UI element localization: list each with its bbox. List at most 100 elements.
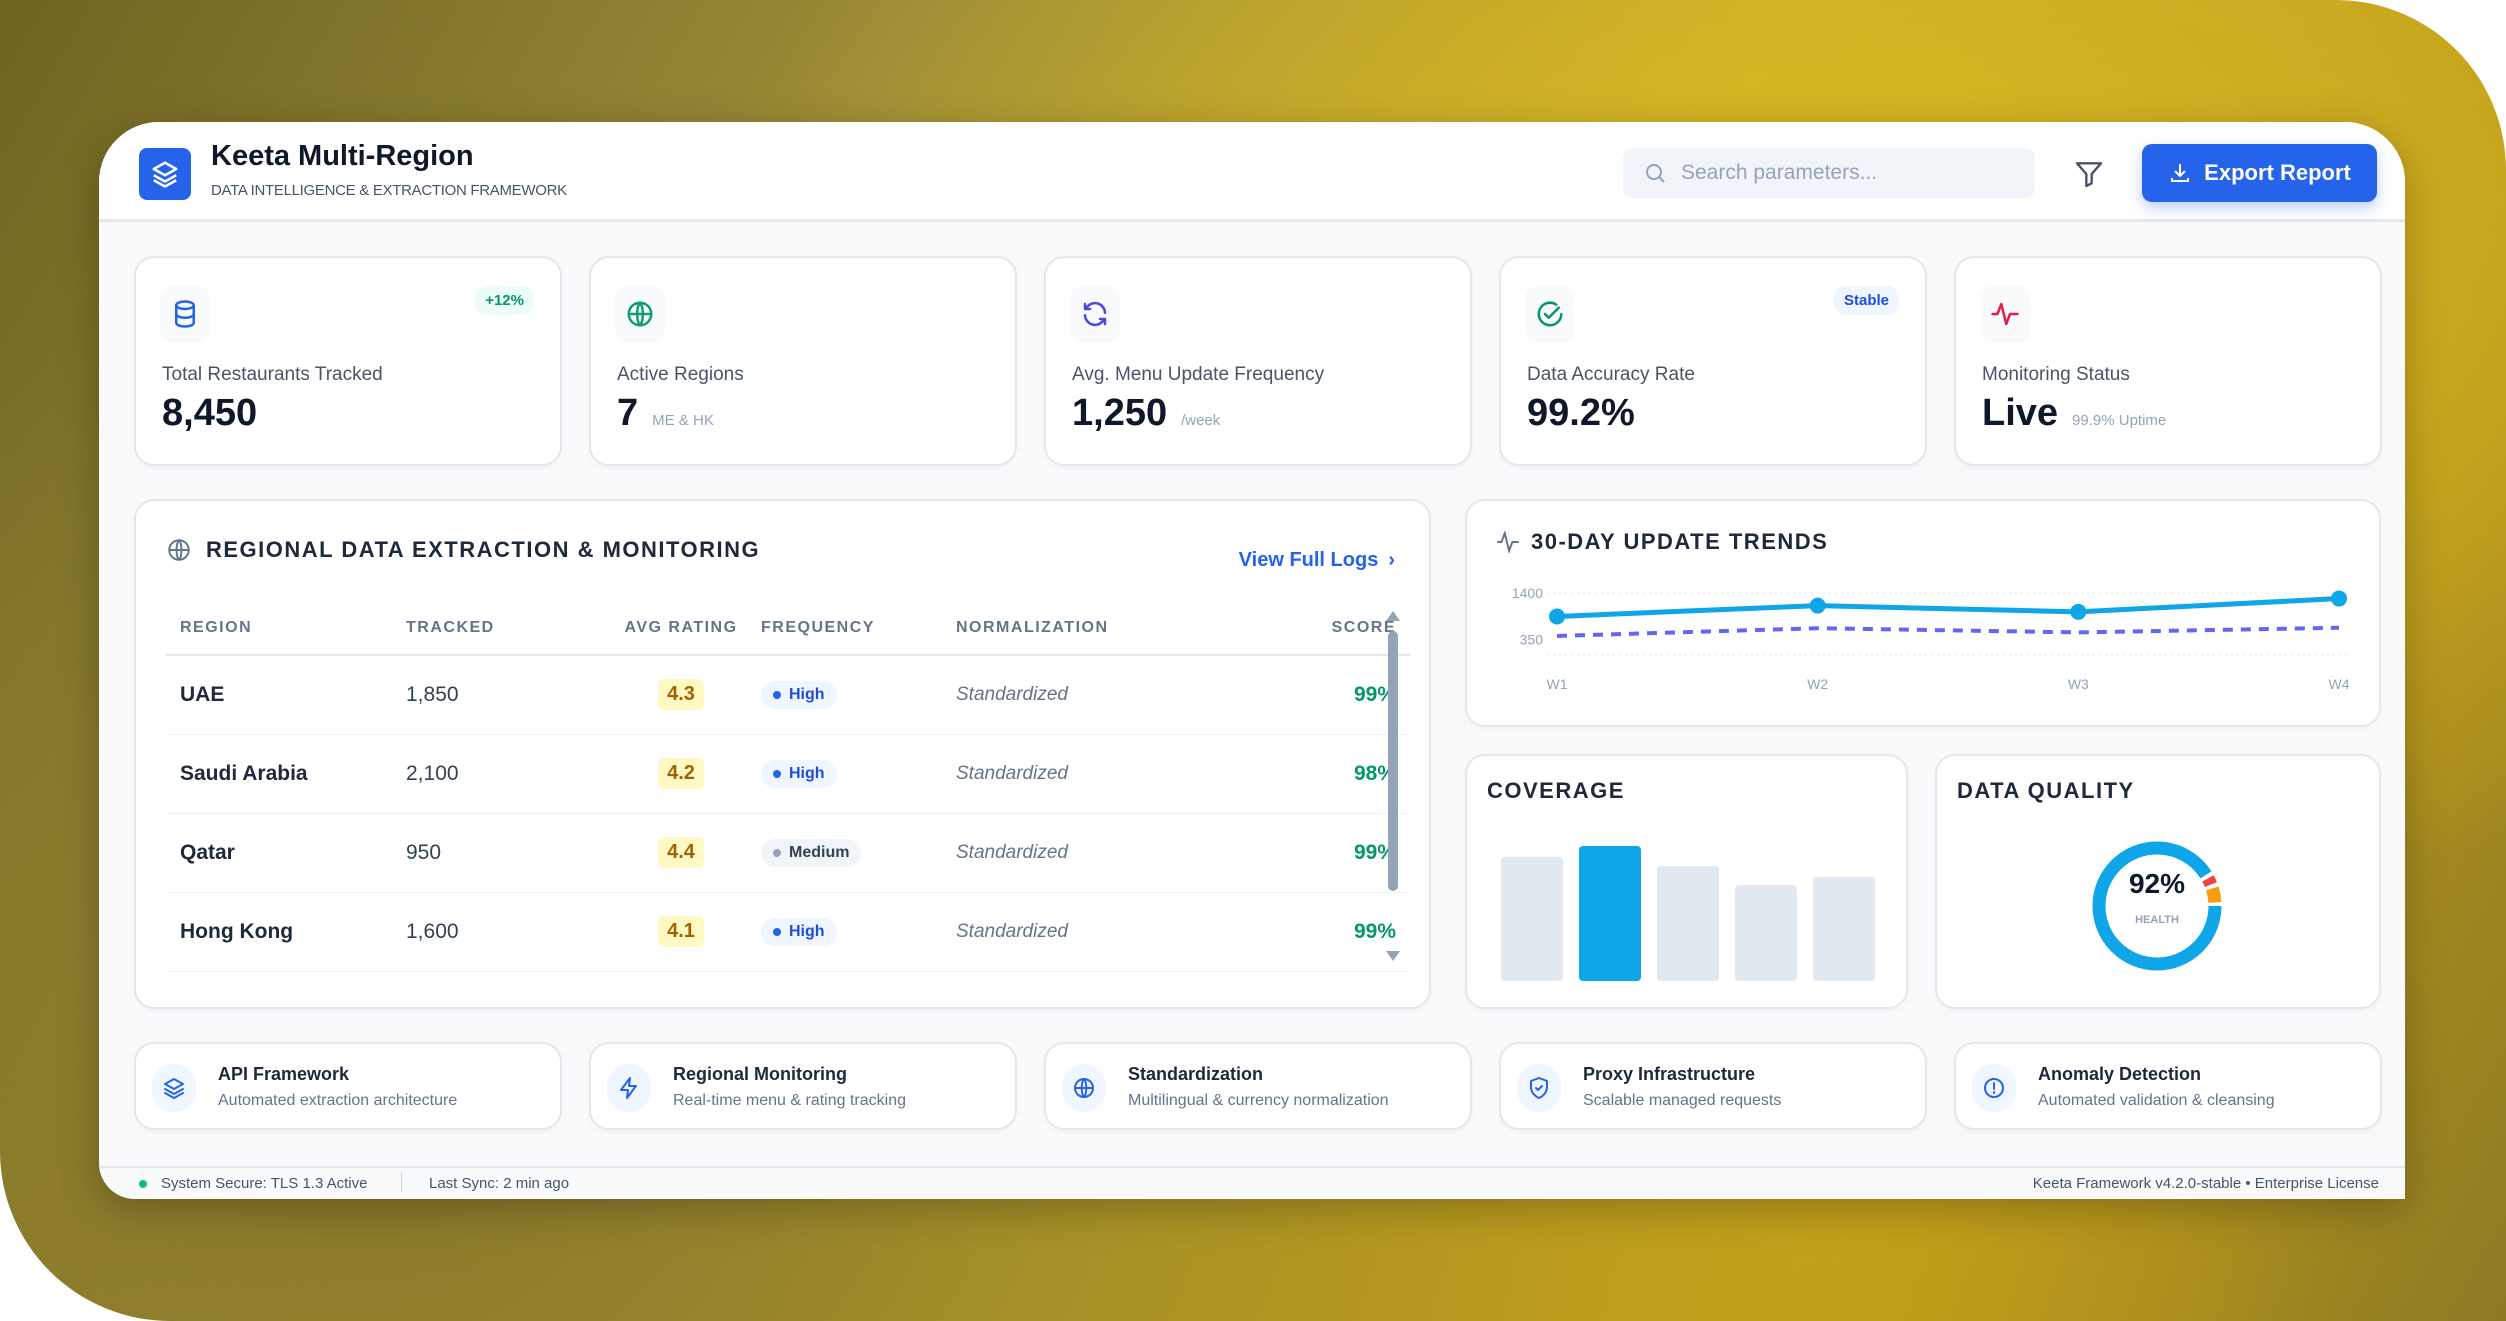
- quality-value: 92%: [2128, 868, 2186, 899]
- series-line: [1556, 596, 2340, 619]
- coverage-bar: [1579, 846, 1641, 981]
- data-point: [1549, 608, 1565, 625]
- x-tick-label: W1: [1547, 676, 1568, 692]
- table-row[interactable]: Qatar 950 4.4 Medium Standardized 99%: [166, 813, 1410, 893]
- footer-divider: [401, 1172, 402, 1192]
- stat-label: Avg. Menu Update Frequency: [1072, 364, 1325, 385]
- stat-value: 99.2%: [1527, 392, 1635, 434]
- feature-card[interactable]: Proxy Infrastructure Scalable managed re…: [1499, 1042, 1927, 1130]
- data-point: [2070, 603, 2087, 620]
- stat-icon-box: [1980, 286, 2030, 342]
- feature-title: Regional Monitoring: [673, 1064, 847, 1084]
- view-full-logs-link[interactable]: View Full Logs ›: [1239, 549, 1395, 572]
- trends-panel: 30-DAY UPDATE TRENDS 1400 350 W1 W2 W3 W4: [1465, 499, 2381, 727]
- stat-value: Live: [1982, 392, 2059, 434]
- coverage-bar: [1657, 866, 1719, 981]
- stat-unit: ME & HK: [652, 412, 714, 429]
- series-line: [1556, 625, 2340, 638]
- frequency-dot: [773, 769, 781, 778]
- table-row[interactable]: Saudi Arabia 2,100 4.2 High Standardized…: [166, 734, 1410, 814]
- stat-label: Active Regions: [617, 364, 744, 385]
- stat-card: Monitoring Status Live 99.9% Uptime: [1954, 256, 2382, 466]
- normalization-cell: Standardized: [956, 892, 1286, 972]
- database-icon: [175, 300, 195, 328]
- rating-badge: 4.1: [658, 916, 704, 947]
- rating-badge: 4.2: [658, 758, 704, 789]
- feature-card[interactable]: Standardization Multilingual & currency …: [1044, 1042, 1472, 1130]
- region-cell: Hong Kong: [166, 892, 406, 972]
- feature-card[interactable]: API Framework Automated extraction archi…: [134, 1042, 562, 1130]
- feature-card[interactable]: Regional Monitoring Real-time menu & rat…: [589, 1042, 1017, 1130]
- feature-card[interactable]: Anomaly Detection Automated validation &…: [1954, 1042, 2382, 1130]
- stat-unit: 99.9% Uptime: [2072, 412, 2167, 429]
- scroll-up-icon[interactable]: [1386, 611, 1400, 621]
- frequency-dot: [773, 690, 781, 699]
- search-icon: [1646, 164, 1665, 183]
- feature-title: API Framework: [218, 1064, 350, 1084]
- header: Keeta Multi-Region DATA INTELLIGENCE & E…: [99, 122, 2405, 222]
- coverage-bar-chart: [1501, 846, 1875, 981]
- table-row[interactable]: UAE 1,850 4.3 High Standardized 99%: [166, 655, 1410, 735]
- stat-badge: Stable: [1833, 286, 1899, 315]
- scrollbar[interactable]: [1386, 611, 1400, 971]
- app-title: Keeta Multi-Region: [211, 140, 474, 172]
- feature-icon-box: [607, 1064, 651, 1112]
- stat-value: 7: [617, 392, 639, 434]
- coverage-bar: [1813, 877, 1875, 981]
- globe-icon: [627, 301, 653, 327]
- feature-icon-box: [152, 1064, 196, 1112]
- y-tick-label: 350: [1520, 632, 1544, 648]
- quality-title: DATA QUALITY: [1957, 778, 2135, 803]
- x-tick-label: W3: [2068, 676, 2089, 692]
- normalization-cell: Standardized: [956, 655, 1286, 735]
- feature-icon-box: [1517, 1064, 1561, 1112]
- column-header: FREQUENCY: [761, 601, 956, 656]
- stat-label: Data Accuracy Rate: [1527, 364, 1695, 385]
- column-header: REGION: [166, 601, 406, 656]
- frequency-label: High: [789, 685, 825, 703]
- scrollbar-thumb[interactable]: [1388, 631, 1398, 891]
- donut-slice: [2092, 841, 2222, 971]
- feature-desc: Automated validation & cleansing: [2038, 1092, 2275, 1109]
- stat-card: Stable Data Accuracy Rate 99.2%: [1499, 256, 1927, 466]
- export-report-button[interactable]: Export Report: [2142, 144, 2377, 202]
- frequency-label: High: [789, 764, 825, 782]
- regions-table: REGION TRACKED AVG RATING FREQUENCY NORMALIZ…: [166, 601, 1410, 972]
- data-quality-panel: DATA QUALITY 92% HEALTH: [1935, 754, 2381, 1009]
- search-input[interactable]: [1681, 161, 2021, 185]
- coverage-bar: [1501, 856, 1563, 981]
- quality-donut-chart: [2092, 841, 2222, 971]
- x-tick-label: W2: [1807, 676, 1828, 692]
- app-subtitle: DATA INTELLIGENCE & EXTRACTION FRAMEWORK: [211, 182, 567, 199]
- activity-icon: [1497, 530, 1519, 554]
- frequency-label: Medium: [789, 843, 850, 861]
- stat-card: +12% Total Restaurants Tracked 8,450: [134, 256, 562, 466]
- region-cell: UAE: [166, 655, 406, 735]
- table-row[interactable]: Hong Kong 1,600 4.1 High Standardized 99…: [166, 892, 1410, 972]
- check-circle-icon: [1537, 301, 1563, 327]
- normalization-cell: Standardized: [956, 734, 1286, 814]
- trend-line-chart: 1400 350 W1 W2 W3 W4: [1512, 585, 2350, 692]
- filter-icon: [2075, 162, 2103, 188]
- lightning-icon: [620, 1077, 637, 1099]
- stat-icon-box: [615, 286, 665, 342]
- search-box[interactable]: [1623, 148, 2035, 198]
- rating-badge: 4.4: [658, 837, 704, 868]
- frequency-badge: High: [761, 680, 837, 709]
- stat-badge: +12%: [475, 286, 534, 315]
- stat-icon-box: [1070, 286, 1120, 342]
- feature-desc: Multilingual & currency normalization: [1128, 1092, 1389, 1109]
- region-cell: Saudi Arabia: [166, 734, 406, 814]
- stat-icon-box: [160, 286, 210, 342]
- frequency-label: High: [789, 922, 825, 940]
- stat-label: Monitoring Status: [1982, 364, 2130, 385]
- feature-desc: Automated extraction architecture: [218, 1092, 458, 1109]
- status-footer: System Secure: TLS 1.3 Active Last Sync:…: [99, 1166, 2405, 1199]
- scroll-down-icon[interactable]: [1386, 951, 1400, 961]
- feature-desc: Scalable managed requests: [1583, 1092, 1782, 1109]
- layers-logo-icon: [139, 148, 191, 200]
- column-header: TRACKED: [406, 601, 601, 656]
- layers-icon: [164, 1078, 184, 1099]
- filter-button[interactable]: [2069, 154, 2109, 194]
- frequency-badge: High: [761, 759, 837, 788]
